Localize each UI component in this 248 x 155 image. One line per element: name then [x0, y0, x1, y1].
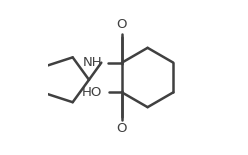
- Text: O: O: [117, 122, 127, 135]
- Text: HO: HO: [82, 86, 102, 99]
- Text: NH: NH: [83, 56, 102, 69]
- Text: O: O: [117, 18, 127, 31]
